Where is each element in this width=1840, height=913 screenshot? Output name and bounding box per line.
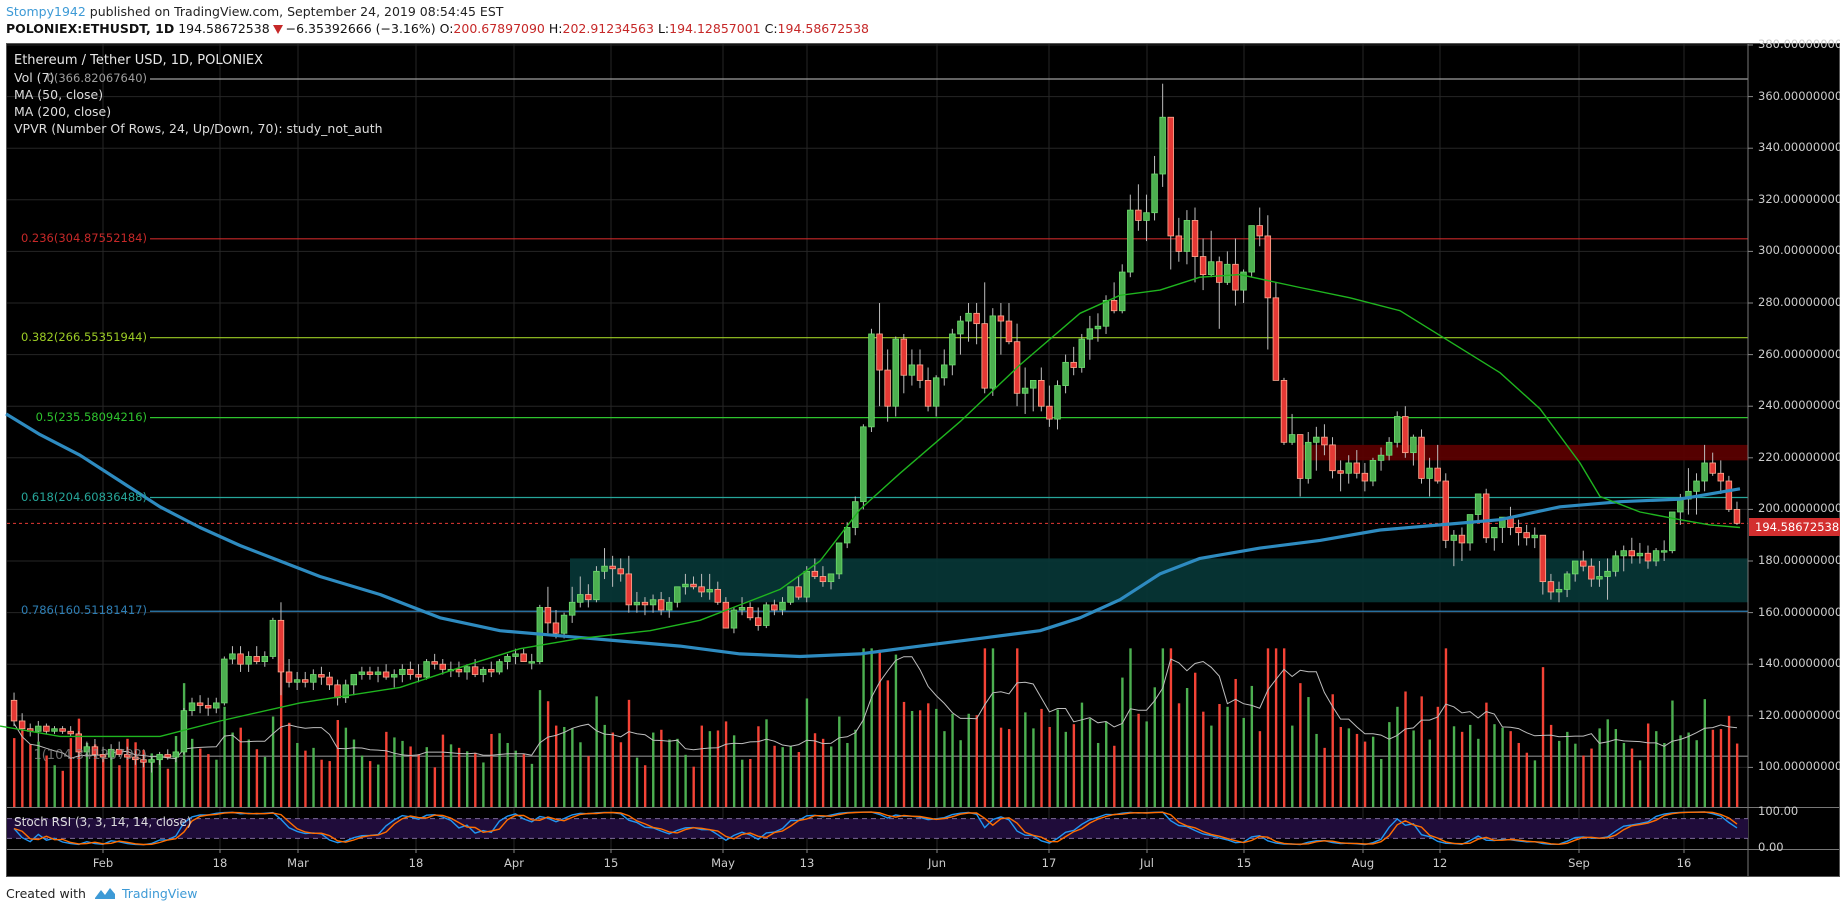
time-axis-label: May [711,856,735,870]
time-axis-label: 17 [1041,856,1057,870]
down-triangle-icon [272,25,283,34]
price-axis-label: 220.00000000 [1758,449,1840,464]
price-axis-label: 380.00000000 [1758,37,1840,51]
fib-label-0-236: 0.236(304.87552184) [20,230,147,245]
last-price: 194.58672538 [178,21,270,36]
time-axis-label: Jun [928,856,946,870]
fib-label-1: 1(104.34120792) [33,748,147,764]
legend-item-vpvr[interactable]: VPVR (Number Of Rows, 24, Up/Down, 70): … [14,121,383,136]
fib-label-0-5: 0.5(235.58094216) [35,409,147,424]
time-axis-label: 15 [1236,856,1252,870]
price-axis-label: 240.00000000 [1758,398,1840,413]
price-axis-label: 280.00000000 [1758,295,1840,309]
price-axis-label: 160.00000000 [1758,604,1840,619]
created-with-text: Created with [6,886,86,901]
price-change: −6.35392666 (−3.16%) [285,21,436,36]
fib-label-0-786: 0.786(160.51181417) [20,603,147,618]
publish-info: Stompy1942 published on TradingView.com,… [6,4,503,19]
stoch-rsi-label[interactable]: Stoch RSI (3, 3, 14, 14, close) [14,815,192,829]
legend-item-ma50[interactable]: MA (50, close) [14,87,104,102]
stoch-axis-0: 0.00 [1758,840,1784,854]
price-axis-label: 100.00000000 [1758,759,1840,774]
price-axis-label: 200.00000000 [1758,501,1840,516]
fib-label-0-618: 0.618(204.60836488) [20,489,147,504]
price-axis-label: 120.00000000 [1758,707,1840,722]
open-label: O: [439,21,454,36]
price-axis-label: 260.00000000 [1758,346,1840,361]
time-axis-label: Feb [92,856,114,870]
chart-legend: Ethereum / Tether USD, 1D, POLONIEX Vol … [14,52,383,137]
time-axis-label: 12 [1432,856,1448,870]
low-value: 194.12857001 [669,21,761,36]
price-axis-label: 340.00000000 [1758,140,1840,155]
fib-label-0-382: 0.382(266.55351944) [20,329,147,344]
publish-text: published on TradingView.com, September … [89,4,504,19]
stoch-axis-100: 100.00 [1758,804,1799,818]
symbol-label: POLONIEX:ETHUSDT, 1D [6,21,175,36]
time-axis-label: Mar [287,856,309,870]
time-axis-label: Apr [504,856,524,870]
legend-title: Ethereum / Tether USD, 1D, POLONIEX [14,53,264,68]
time-axis-label: 18 [408,856,424,870]
time-axis-label: 13 [799,856,815,870]
price-axis-label: 360.00000000 [1758,88,1840,103]
legend-item-ma200[interactable]: MA (200, close) [14,104,112,119]
time-axis-label: Jul [1140,856,1154,870]
close-value: 194.58672538 [777,21,870,36]
high-value: 202.91234563 [562,21,654,36]
legend-item-volume[interactable]: Vol (7) [14,70,55,85]
tradingview-brand-link[interactable]: TradingView [121,886,198,901]
time-axis-label: 15 [603,856,619,870]
open-value: 200.67897090 [453,21,545,36]
resistance-zone[interactable] [1298,444,1748,461]
price-axis-label: 300.00000000 [1758,243,1840,258]
low-label: L: [657,21,670,36]
close-label: C: [764,21,778,36]
support-zone[interactable] [570,558,1748,603]
author-link[interactable]: Stompy1942 [6,4,86,19]
price-axis-label: 180.00000000 [1758,553,1840,567]
price-axis-label: 140.00000000 [1758,656,1840,671]
time-axis-label: Sep [1568,856,1590,870]
current-price-tag: 194.58672538 [1749,518,1840,536]
price-axis-label: 320.00000000 [1758,191,1840,206]
high-label: H: [548,21,563,36]
fib-label-0: 0(366.82067640) [46,71,147,85]
tradingview-logo-icon [94,888,115,899]
time-axis-label: 18 [212,856,228,870]
footer: Created with TradingView [6,886,197,901]
symbol-ohlc-bar: POLONIEX:ETHUSDT, 1D 194.58672538 −6.3539… [6,21,869,36]
time-axis-label: 16 [1676,856,1692,870]
time-axis-label: Aug [1351,856,1375,870]
